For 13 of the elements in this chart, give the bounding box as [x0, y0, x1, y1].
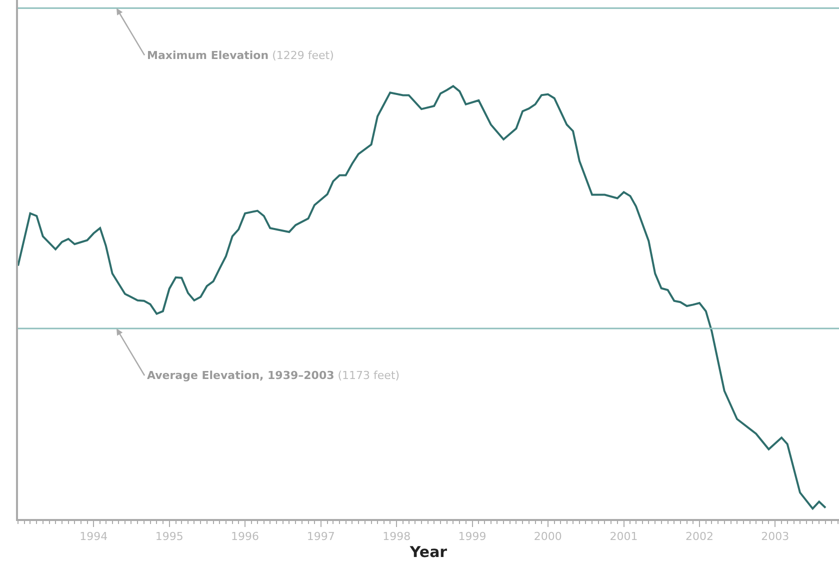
x-tick-label: 2001: [610, 530, 638, 543]
x-tick-label: 1997: [306, 530, 335, 543]
x-axis-title: Year: [408, 542, 448, 561]
x-tick-label: 1996: [231, 530, 260, 543]
x-tick-label: 1998: [382, 530, 411, 543]
x-tick-label: 1999: [458, 530, 486, 543]
x-tick-label: 2000: [534, 530, 562, 543]
x-tick-label: 2002: [685, 530, 714, 543]
ref-line-label: Maximum Elevation (1229 feet): [147, 49, 334, 62]
ref-line-label: Average Elevation, 1939–2003 (1173 feet): [147, 369, 400, 382]
x-tick-label: 1995: [155, 530, 184, 543]
x-tick-label: 2003: [761, 530, 790, 543]
x-tick-label: 1994: [80, 530, 108, 543]
